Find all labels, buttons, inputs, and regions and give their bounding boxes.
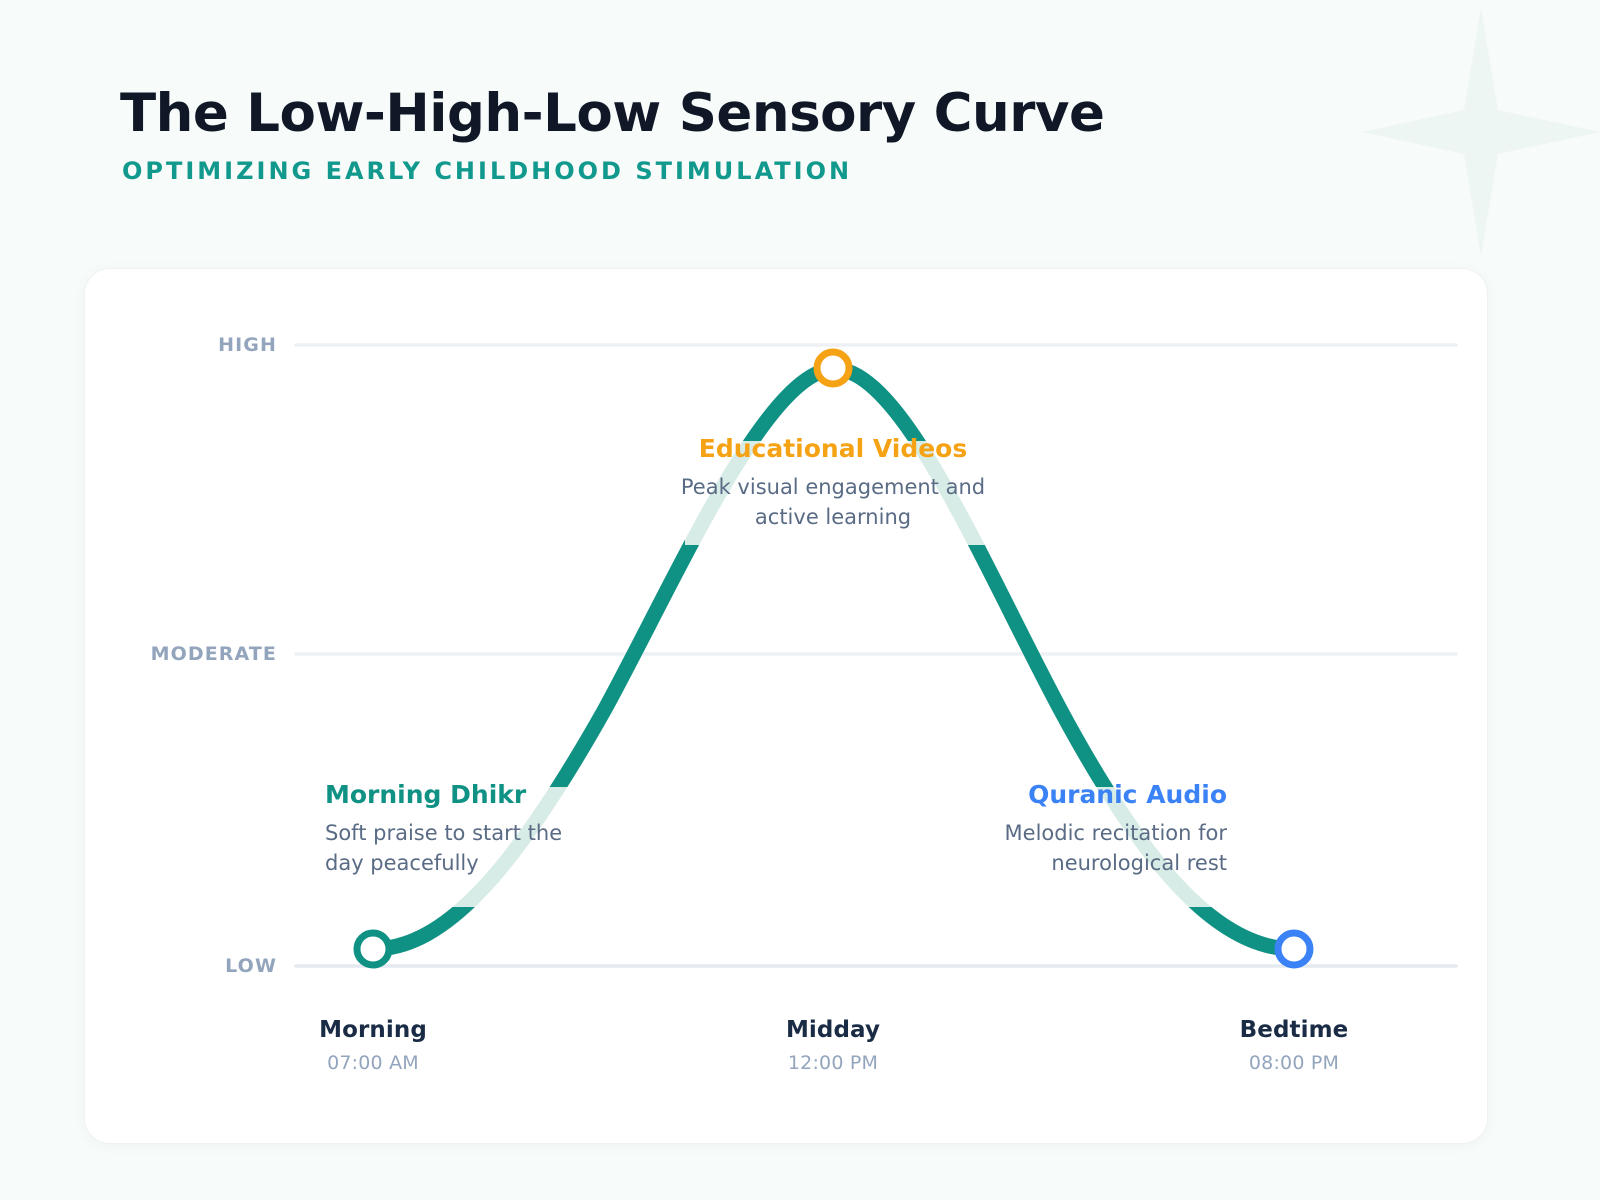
annotation-morning-dhikr: Morning Dhikr Soft praise to start the d… bbox=[325, 780, 655, 879]
x-tick-bedtime-label: Bedtime bbox=[1239, 1017, 1349, 1043]
annotation-morning-desc-line2: day peacefully bbox=[325, 850, 479, 875]
x-tick-midday-time: 12:00 PM bbox=[787, 1052, 879, 1074]
annotation-peak-title: Educational Videos bbox=[698, 434, 968, 463]
plot-area: HIGH MODERATE LOW Morning 07:00 AM Midda… bbox=[85, 269, 1487, 1143]
header: The Low-High-Low Sensory Curve OPTIMIZIN… bbox=[120, 83, 1220, 186]
x-tick-morning-time: 07:00 AM bbox=[327, 1052, 419, 1074]
x-tick-midday: Midday 12:00 PM bbox=[683, 1017, 983, 1074]
sensory-curve-chart bbox=[294, 343, 1458, 969]
annotation-morning-description: Soft praise to start the day peacefully bbox=[325, 819, 655, 879]
page-subtitle: OPTIMIZING EARLY CHILDHOOD STIMULATION bbox=[122, 157, 853, 186]
marker-bedtime bbox=[1274, 929, 1314, 969]
annotation-bedtime-desc-line2: neurological rest bbox=[1051, 850, 1227, 875]
annotation-peak-desc-line2: active learning bbox=[754, 504, 912, 529]
annotation-peak-desc-line1: Peak visual engagement and bbox=[680, 474, 986, 499]
x-tick-morning: Morning 07:00 AM bbox=[223, 1017, 523, 1074]
annotation-morning-title: Morning Dhikr bbox=[325, 780, 527, 809]
marker-midday bbox=[813, 348, 853, 388]
annotation-peak-description: Peak visual engagement and active learni… bbox=[668, 473, 998, 533]
annotation-bedtime-desc-line1: Melodic recitation for bbox=[1004, 820, 1227, 845]
x-tick-bedtime: Bedtime 08:00 PM bbox=[1144, 1017, 1444, 1074]
y-label-moderate: MODERATE bbox=[150, 643, 277, 665]
annotation-educational-videos: Educational Videos Peak visual engagemen… bbox=[668, 434, 998, 533]
y-label-high: HIGH bbox=[218, 334, 277, 356]
x-tick-midday-label: Midday bbox=[785, 1017, 881, 1043]
annotation-bedtime-title: Quranic Audio bbox=[1028, 780, 1227, 809]
y-label-low: LOW bbox=[225, 955, 277, 977]
annotation-quranic-audio: Quranic Audio Melodic recitation for neu… bbox=[897, 780, 1227, 879]
sparkle-icon bbox=[1362, 8, 1600, 256]
x-tick-bedtime-time: 08:00 PM bbox=[1248, 1052, 1340, 1074]
chart-card: HIGH MODERATE LOW Morning 07:00 AM Midda… bbox=[84, 268, 1488, 1144]
annotation-morning-desc-line1: Soft praise to start the bbox=[325, 820, 563, 845]
marker-morning bbox=[353, 929, 393, 969]
annotation-bedtime-description: Melodic recitation for neurological rest bbox=[897, 819, 1227, 879]
x-tick-morning-label: Morning bbox=[319, 1017, 427, 1043]
page-title: The Low-High-Low Sensory Curve bbox=[120, 83, 1105, 144]
